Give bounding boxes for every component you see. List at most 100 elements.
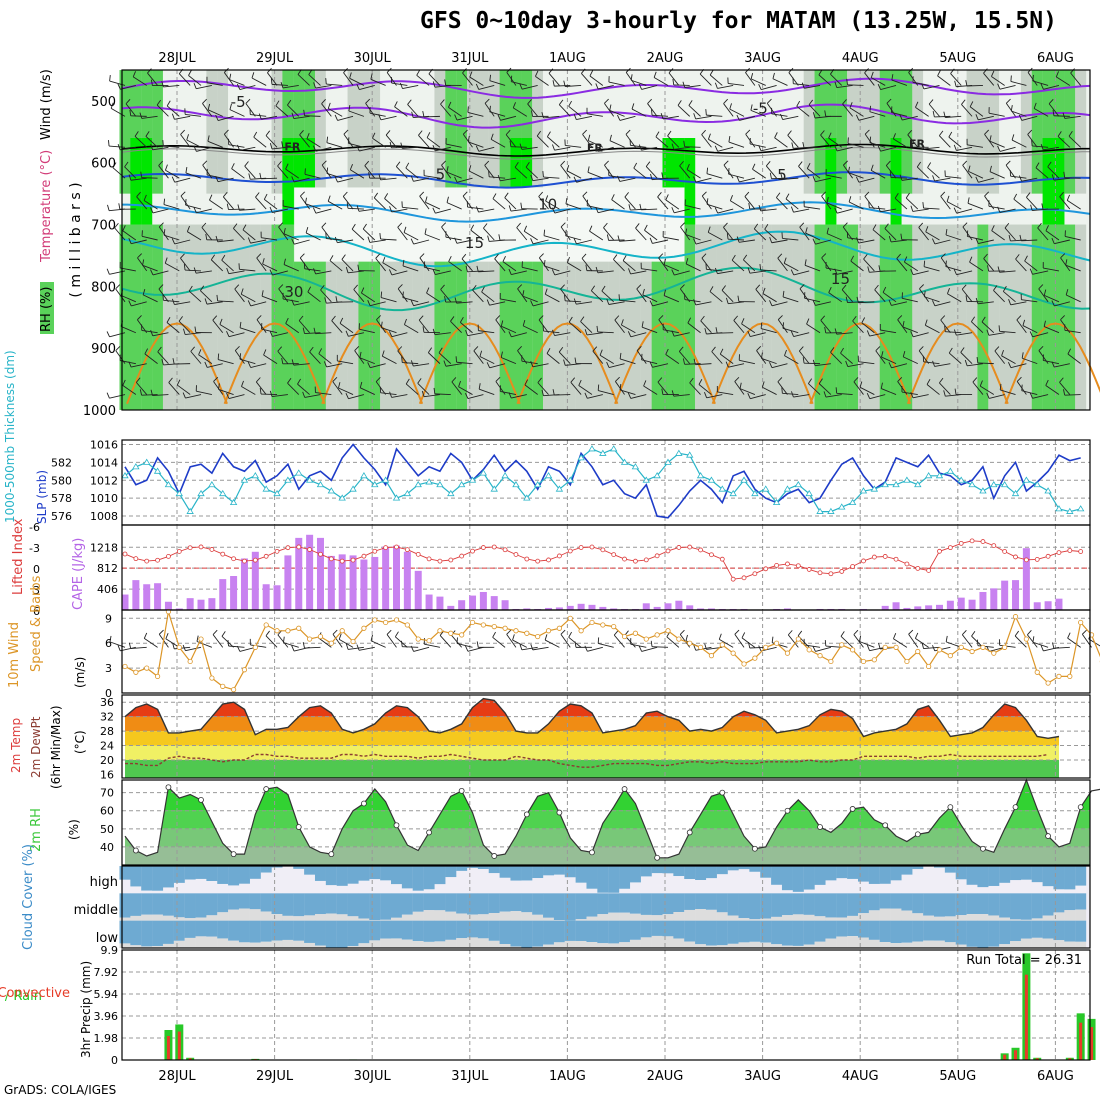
pressure-tick-label: 900 <box>91 342 116 357</box>
thickness-point <box>296 470 302 475</box>
slp-tick-label: 1016 <box>90 438 118 451</box>
rh-fill <box>836 70 847 194</box>
cloud-cell <box>869 921 880 940</box>
date-label-bottom: 31JUL <box>451 1069 489 1084</box>
cloud-cell <box>185 866 196 880</box>
cape-bar <box>230 576 237 610</box>
cape-bar <box>578 604 585 610</box>
cloud-cell <box>782 893 793 915</box>
thickness-point <box>980 488 986 493</box>
thickness-point <box>1078 506 1084 511</box>
wind-barb-10m <box>118 645 120 651</box>
cloud-cell <box>152 866 163 891</box>
cloud-cell <box>684 866 695 879</box>
wind-speed-point <box>568 616 572 620</box>
wind-speed-point <box>492 624 496 628</box>
date-label-bottom: 3AUG <box>744 1069 781 1084</box>
cloud-cell <box>836 866 847 878</box>
cloud-cell-clear <box>424 910 435 921</box>
wind-barb-10m <box>493 632 496 637</box>
wind-speed-point <box>231 687 235 691</box>
contour-label: 15 <box>831 270 850 288</box>
cloud-cell <box>120 921 131 944</box>
wind-barb-upper <box>186 199 187 205</box>
cloud-cell-clear <box>1043 939 1054 948</box>
date-label-top: 30JUL <box>354 51 392 66</box>
cloud-cell-clear <box>391 918 402 921</box>
cloud-cell <box>804 921 815 945</box>
pressure-tick-label: 1000 <box>83 404 116 419</box>
li-point <box>460 554 464 558</box>
slp-frame <box>122 440 1090 525</box>
slp-tick-label: 1008 <box>90 510 118 523</box>
cloud-cell <box>510 921 521 947</box>
cloud-cell <box>728 893 739 915</box>
cape-bar <box>382 547 389 610</box>
wind-speed-point <box>405 623 409 627</box>
rh-point <box>133 848 138 853</box>
cloud-cell-clear <box>434 941 445 948</box>
wind-barb-upper <box>119 203 120 209</box>
rh-point <box>199 797 204 802</box>
cloud-cell <box>304 866 315 875</box>
cape-bar <box>491 596 498 610</box>
li-point <box>612 553 616 557</box>
cloud-cell-clear <box>293 941 304 948</box>
cape-bar <box>274 585 281 610</box>
cloud-cell <box>413 893 424 911</box>
cloud-cell <box>261 921 272 942</box>
wind-speed-point <box>590 620 594 624</box>
rh-fill <box>825 225 836 410</box>
wind-barb-10m <box>631 644 647 647</box>
cloud-cell-clear <box>554 920 565 921</box>
cloud-cell <box>489 893 500 913</box>
cloud-cell-clear <box>923 916 934 921</box>
wind-speed-point <box>459 633 463 637</box>
li-point <box>384 546 388 550</box>
cloud-cell <box>293 921 304 941</box>
li-point <box>471 549 475 553</box>
cloud-cell <box>141 866 152 891</box>
cloud-cell-clear <box>369 940 380 948</box>
wind-speed-point <box>199 637 203 641</box>
precip-frame <box>122 950 1090 1060</box>
cloud-cell-clear <box>793 914 804 920</box>
rh-fill <box>749 225 760 410</box>
cloud-cell <box>977 866 988 887</box>
cloud-cell <box>880 866 891 884</box>
rh-fill <box>869 225 880 410</box>
wind-barb-10m <box>507 630 511 634</box>
temp-tick-label: 16 <box>100 768 114 781</box>
wind-speed-point <box>655 633 659 637</box>
rh-point <box>394 823 399 828</box>
cloud-cell-clear <box>206 915 217 920</box>
cloud-cell <box>130 893 141 916</box>
cloud-cell <box>120 893 131 917</box>
wind-barb-upper <box>107 269 109 275</box>
cloud-cell-clear <box>196 936 207 948</box>
cape-bar <box>990 588 997 610</box>
cloud-cell <box>912 921 923 942</box>
cloud-cell-clear <box>673 938 684 948</box>
cloud-cell-clear <box>1075 942 1086 948</box>
wind-barb-upper <box>381 292 382 298</box>
cloud-cell <box>337 921 348 948</box>
wind-speed-point <box>850 648 854 652</box>
cloud-cell-clear <box>152 915 163 921</box>
cloud-cell <box>326 866 337 885</box>
rh-fill <box>1075 225 1086 410</box>
cape-bar <box>219 579 226 610</box>
cloud-cell-clear <box>315 914 326 921</box>
cloud-cell <box>945 893 956 916</box>
li-point <box>156 558 160 562</box>
cloud-cell-clear <box>999 918 1010 921</box>
cloud-cell-clear <box>739 942 750 948</box>
cloud-cell-clear <box>445 940 456 948</box>
cloud-cell-clear <box>228 910 239 921</box>
thickness-tick-label: 580 <box>51 474 72 487</box>
cloud-cell <box>597 893 608 914</box>
cloud-cell <box>1010 921 1021 941</box>
wind-tick-label: 9 <box>105 612 112 625</box>
wind-barb-10m <box>798 631 802 636</box>
li-point <box>514 552 518 556</box>
